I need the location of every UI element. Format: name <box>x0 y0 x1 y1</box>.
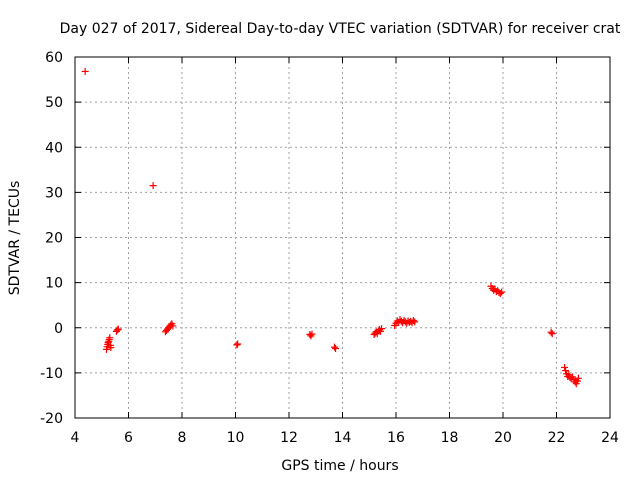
data-point <box>233 341 241 349</box>
y-tick-labels: -20 -10 0 10 20 30 40 50 60 <box>40 50 63 427</box>
data-point <box>330 343 338 351</box>
x-tick-labels: 4 6 8 10 12 14 16 18 20 22 24 <box>71 430 619 446</box>
y-tick-label: 30 <box>45 185 63 201</box>
chart-title: Day 027 of 2017, Sidereal Day-to-day VTE… <box>60 21 621 37</box>
y-tick-label: 50 <box>45 95 63 111</box>
y-tick-label: 40 <box>45 140 63 156</box>
data-point <box>562 367 570 375</box>
plot-frame <box>74 56 611 419</box>
data-point <box>561 363 569 371</box>
data-point <box>114 325 122 333</box>
data-point <box>548 330 556 338</box>
y-axis-label: SDTVAR / TECUs <box>7 181 23 296</box>
data-point <box>411 318 419 326</box>
x-tick-label: 16 <box>387 430 405 446</box>
data-points <box>81 67 582 388</box>
x-tick-label: 10 <box>227 430 245 446</box>
data-point <box>107 344 115 352</box>
x-tick-label: 18 <box>441 430 459 446</box>
data-point <box>574 374 582 382</box>
x-tick-label: 12 <box>280 430 298 446</box>
data-point <box>332 345 340 353</box>
x-axis-label: GPS time / hours <box>281 458 398 474</box>
grid-lines <box>75 57 610 418</box>
data-point <box>149 182 157 190</box>
y-tick-label: -10 <box>40 366 63 382</box>
data-point <box>308 330 316 338</box>
x-tick-label: 8 <box>178 430 187 446</box>
data-point <box>307 332 315 340</box>
data-point <box>547 328 555 336</box>
y-tick-label: 60 <box>45 50 63 66</box>
y-tick-label: 10 <box>45 276 63 292</box>
x-tick-label: 24 <box>601 430 619 446</box>
data-point <box>409 317 417 325</box>
x-tick-label: 6 <box>124 430 133 446</box>
data-point <box>496 289 504 297</box>
x-tick-label: 4 <box>71 430 80 446</box>
y-tick-label: 20 <box>45 231 63 247</box>
y-tick-label: -20 <box>40 411 63 427</box>
data-point <box>378 325 386 333</box>
y-tick-label: 0 <box>54 321 63 337</box>
data-point <box>113 326 121 334</box>
x-tick-label: 14 <box>334 430 352 446</box>
data-point <box>169 322 177 330</box>
x-tick-label: 20 <box>494 430 512 446</box>
data-point <box>234 340 242 348</box>
x-tick-label: 22 <box>548 430 566 446</box>
data-point <box>106 334 114 342</box>
data-point <box>498 288 506 296</box>
data-point <box>81 67 89 75</box>
